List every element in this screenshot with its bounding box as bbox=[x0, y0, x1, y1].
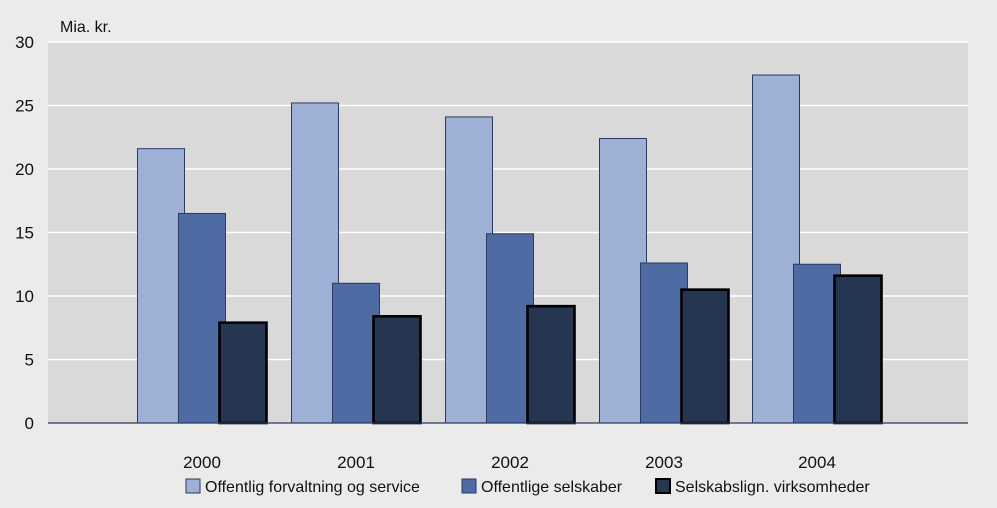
legend-label: Offentlige selskaber bbox=[481, 479, 623, 496]
legend-label: Offentlig forvaltning og service bbox=[205, 479, 420, 496]
y-tick-label: 20 bbox=[15, 160, 34, 179]
y-tick-label: 25 bbox=[15, 97, 34, 116]
y-tick-label: 30 bbox=[15, 33, 34, 52]
unit-label: Mia. kr. bbox=[60, 19, 112, 36]
bar-offentlige-selskaber-2002 bbox=[486, 233, 534, 424]
bar-selskabslign-virksomheder-2002 bbox=[526, 304, 576, 425]
y-tick-label: 5 bbox=[25, 351, 34, 370]
bar-offentlig-forvaltning-2001 bbox=[291, 102, 339, 424]
bar-offentlig-forvaltning-2000 bbox=[137, 148, 185, 424]
bar-selskabslign-virksomheder-2001 bbox=[372, 315, 422, 425]
x-tick-label: 2004 bbox=[798, 453, 836, 472]
x-tick-label: 2002 bbox=[491, 453, 529, 472]
bar-offentlig-forvaltning-2003 bbox=[599, 138, 647, 424]
bar-selskabslign-virksomheder-2003 bbox=[680, 288, 730, 425]
x-tick-label: 2000 bbox=[183, 453, 221, 472]
legend-swatch bbox=[461, 478, 477, 494]
bar-offentlige-selskaber-2003 bbox=[640, 262, 688, 424]
y-tick-label: 0 bbox=[25, 414, 34, 433]
y-tick-label: 10 bbox=[15, 287, 34, 306]
y-axis-ticks: 0 5 10 15 20 25 30 bbox=[15, 33, 34, 433]
legend-swatch bbox=[655, 478, 671, 494]
x-tick-label: 2001 bbox=[337, 453, 375, 472]
legend-swatch bbox=[185, 478, 201, 494]
legend-label: Selskabslign. virksomheder bbox=[675, 479, 870, 496]
bars bbox=[137, 74, 883, 425]
x-axis-ticks: 2000 2001 2002 2003 2004 bbox=[183, 453, 836, 472]
bar-offentlige-selskaber-2004 bbox=[793, 263, 841, 424]
bar-selskabslign-virksomheder-2000 bbox=[218, 321, 268, 425]
x-tick-label: 2003 bbox=[645, 453, 683, 472]
y-tick-label: 15 bbox=[15, 224, 34, 243]
bar-offentlig-forvaltning-2004 bbox=[752, 74, 800, 424]
bar-offentlig-forvaltning-2002 bbox=[445, 116, 493, 424]
legend: Offentlig forvaltning og service Offentli… bbox=[185, 478, 870, 496]
bar-selskabslign-virksomheder-2004 bbox=[833, 274, 883, 425]
